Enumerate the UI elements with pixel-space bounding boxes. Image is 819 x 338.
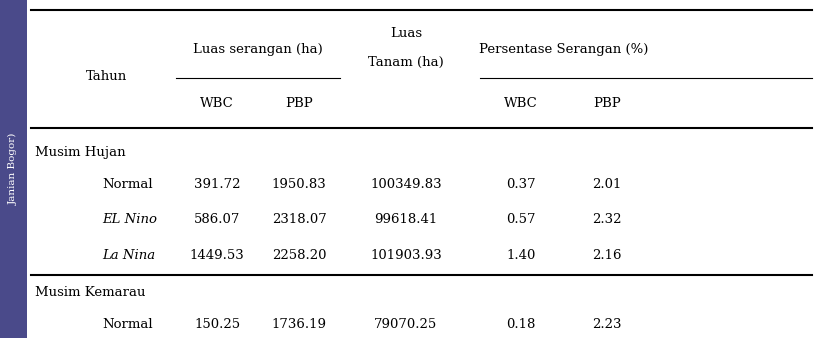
Text: 1.40: 1.40 — [505, 249, 535, 262]
Text: 1736.19: 1736.19 — [271, 318, 327, 331]
Text: 1950.83: 1950.83 — [272, 178, 326, 191]
Text: WBC: WBC — [200, 97, 234, 110]
Text: 101903.93: 101903.93 — [369, 249, 441, 262]
Text: 2318.07: 2318.07 — [272, 213, 326, 226]
FancyBboxPatch shape — [0, 0, 27, 338]
Text: EL Nino: EL Nino — [102, 213, 157, 226]
Text: 2.23: 2.23 — [591, 318, 621, 331]
Text: PBP: PBP — [592, 97, 620, 110]
Text: Tahun: Tahun — [86, 70, 127, 82]
Text: Musim Kemarau: Musim Kemarau — [35, 286, 146, 299]
Text: Persentase Serangan (%): Persentase Serangan (%) — [478, 43, 648, 55]
Text: 0.37: 0.37 — [505, 178, 535, 191]
Text: 0.18: 0.18 — [505, 318, 535, 331]
Text: 100349.83: 100349.83 — [369, 178, 441, 191]
Text: La Nina: La Nina — [102, 249, 156, 262]
Text: 2.32: 2.32 — [591, 213, 621, 226]
Text: Janian Bogor): Janian Bogor) — [9, 133, 18, 205]
Text: Musim Hujan: Musim Hujan — [35, 146, 126, 159]
Text: Normal: Normal — [102, 318, 153, 331]
Text: 2.01: 2.01 — [591, 178, 621, 191]
Text: 150.25: 150.25 — [194, 318, 240, 331]
Text: Luas: Luas — [389, 27, 422, 40]
Text: 2258.20: 2258.20 — [272, 249, 326, 262]
Text: Tanam (ha): Tanam (ha) — [368, 56, 443, 69]
Text: 1449.53: 1449.53 — [190, 249, 244, 262]
Text: Luas serangan (ha): Luas serangan (ha) — [193, 43, 323, 55]
Text: 79070.25: 79070.25 — [373, 318, 437, 331]
Text: 391.72: 391.72 — [194, 178, 240, 191]
Text: 99618.41: 99618.41 — [373, 213, 437, 226]
Text: PBP: PBP — [285, 97, 313, 110]
Text: WBC: WBC — [503, 97, 537, 110]
Text: 2.16: 2.16 — [591, 249, 621, 262]
Text: 586.07: 586.07 — [194, 213, 240, 226]
Text: Normal: Normal — [102, 178, 153, 191]
Text: 0.57: 0.57 — [505, 213, 535, 226]
